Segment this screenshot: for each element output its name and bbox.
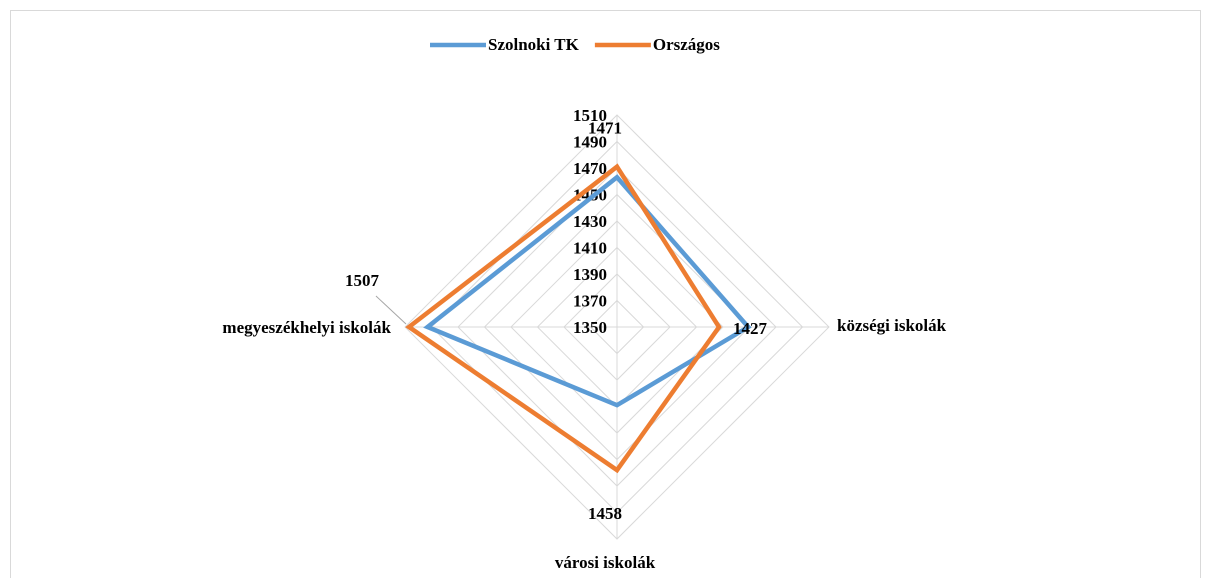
y-tick-label: 1430: [573, 212, 607, 231]
chart-frame: [10, 10, 1201, 578]
category-label: községi iskolák: [837, 316, 947, 335]
series-line: [423, 174, 752, 408]
y-tick-label: 1490: [573, 132, 607, 151]
data-label: 1471: [588, 119, 622, 138]
y-tick-label: 1470: [573, 159, 607, 178]
y-tick-label: 1370: [573, 291, 607, 310]
data-label: 1507: [345, 271, 380, 290]
legend-label: Szolnoki TK: [488, 35, 580, 54]
category-label: megyeszékhelyi iskolák: [222, 318, 391, 337]
y-tick-label: 1350: [573, 318, 607, 337]
y-tick-label: 1510: [573, 106, 607, 125]
y-tick-label: 1410: [573, 238, 607, 257]
series-line: [405, 163, 722, 474]
data-label: 1427: [733, 319, 768, 338]
legend-label: Országos: [653, 35, 720, 54]
category-label: városi iskolák: [555, 553, 656, 572]
leader-line: [375, 295, 407, 325]
y-tick-label: 1390: [573, 265, 607, 284]
data-label: 1458: [588, 504, 622, 523]
